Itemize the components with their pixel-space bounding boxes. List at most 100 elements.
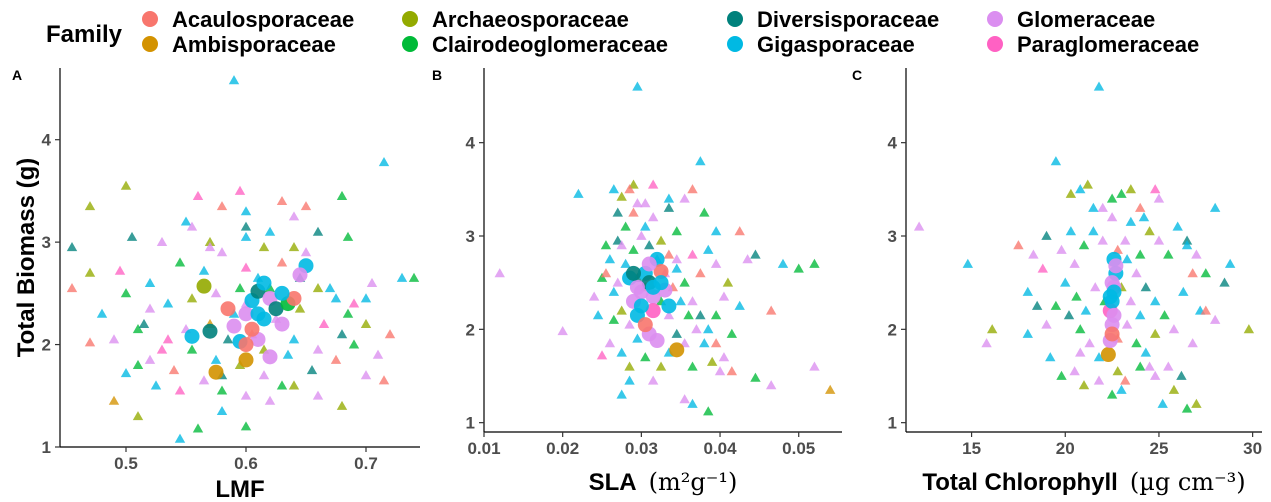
triangle-point	[695, 310, 706, 320]
triangle-point	[240, 231, 252, 241]
triangle-point	[360, 293, 372, 303]
x-tick-label: 0.7	[354, 454, 378, 473]
circle-point	[637, 317, 653, 333]
legend-key	[142, 11, 158, 27]
triangle-point	[1181, 235, 1193, 245]
triangle-point	[258, 370, 270, 380]
circle-point	[625, 265, 641, 281]
circle-point	[202, 323, 218, 339]
y-tick-label: 2	[466, 320, 475, 339]
circle-point	[1106, 284, 1122, 300]
triangle-point	[84, 201, 96, 211]
circle-point	[184, 328, 200, 344]
x-axis-title: LMF	[215, 476, 264, 502]
points	[66, 75, 420, 443]
triangle-point	[1063, 310, 1075, 320]
triangle-point	[1097, 202, 1108, 212]
circle-point	[226, 318, 242, 334]
triangle-point	[1097, 235, 1108, 245]
triangle-point	[1028, 249, 1039, 259]
x-tick-label: 0.5	[114, 454, 138, 473]
triangle-point	[120, 368, 132, 378]
panel-tag: B	[432, 67, 442, 83]
triangle-point	[636, 230, 647, 240]
triangle-point	[264, 226, 276, 236]
triangle-point	[679, 193, 690, 203]
triangle-point	[640, 221, 651, 231]
legend-entry: Diversisporaceae	[727, 7, 939, 32]
triangle-point	[216, 201, 228, 211]
triangle-point	[494, 268, 505, 278]
legend-label: Diversisporaceae	[757, 7, 939, 32]
triangle-point	[628, 179, 639, 189]
triangle-point	[699, 338, 710, 348]
triangle-point	[234, 283, 246, 293]
triangle-point	[644, 240, 655, 250]
x-tick-label: 0.04	[703, 439, 737, 458]
triangle-point	[360, 370, 372, 380]
triangle-point	[144, 354, 156, 364]
circle-point	[274, 285, 290, 301]
triangle-point	[1078, 240, 1090, 250]
triangle-point	[604, 254, 616, 264]
triangle-point	[671, 226, 682, 236]
triangle-point	[1172, 221, 1183, 231]
triangle-point	[1135, 310, 1146, 320]
triangle-point	[750, 372, 761, 382]
triangle-point	[378, 375, 390, 385]
legend-entry: Archaeosporaceae	[402, 7, 629, 32]
triangle-point	[84, 337, 96, 347]
triangle-point	[1157, 398, 1168, 408]
triangle-point	[162, 334, 174, 344]
triangle-point	[616, 305, 627, 315]
triangle-point	[703, 324, 714, 334]
triangle-point	[1106, 193, 1118, 203]
triangle-point	[192, 190, 204, 200]
legend-key	[727, 11, 743, 27]
triangle-point	[675, 296, 686, 306]
triangle-point	[204, 236, 216, 247]
triangle-point	[981, 338, 992, 348]
triangle-point	[777, 258, 789, 268]
triangle-point	[1071, 291, 1082, 301]
triangle-point	[1065, 188, 1077, 198]
triangle-point	[312, 344, 324, 354]
circle-point	[633, 298, 649, 314]
triangle-point	[913, 221, 925, 231]
x-tick-label: 30	[1243, 439, 1262, 458]
x-tick-label: 25	[1149, 439, 1168, 458]
circle-point	[669, 342, 685, 358]
triangle-point	[655, 235, 667, 245]
triangle-point	[144, 303, 156, 313]
triangle-point	[1168, 324, 1180, 334]
triangle-point	[1093, 352, 1105, 362]
triangle-point	[722, 277, 734, 287]
triangle-point	[742, 254, 753, 264]
x-tick-label: 0.02	[546, 439, 579, 458]
triangle-point	[1181, 403, 1193, 413]
triangle-point	[624, 319, 635, 329]
triangle-point	[222, 334, 234, 344]
triangle-point	[276, 257, 288, 267]
x-tick-label: 0.03	[625, 439, 658, 458]
legend-key	[987, 11, 1003, 27]
triangle-point	[288, 242, 300, 252]
triangle-point	[138, 318, 150, 328]
y-tick-label: 1	[466, 414, 475, 433]
legend-entry: Glomeraceae	[987, 7, 1155, 32]
triangle-point	[1191, 398, 1202, 408]
triangle-point	[288, 380, 300, 390]
circle-point	[238, 337, 254, 353]
triangle-point	[1022, 328, 1033, 338]
triangle-point	[726, 328, 738, 338]
triangle-point	[186, 221, 198, 231]
x-axis-unit: (m²g⁻¹)	[649, 468, 738, 496]
triangle-point	[1140, 282, 1152, 292]
triangle-point	[714, 366, 726, 376]
triangle-point	[612, 207, 623, 217]
triangle-point	[210, 354, 222, 364]
circle-point	[661, 298, 677, 314]
triangle-point	[1050, 156, 1062, 166]
triangle-point	[1120, 375, 1131, 385]
